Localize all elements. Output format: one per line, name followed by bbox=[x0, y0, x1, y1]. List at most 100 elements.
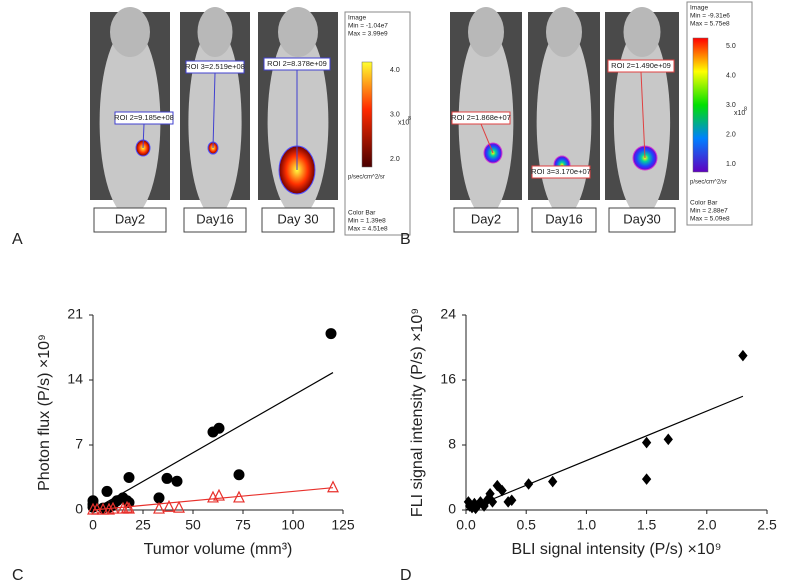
data-point bbox=[548, 475, 558, 488]
x-axis-label: Tumor volume (mm³) bbox=[144, 541, 293, 558]
day-box bbox=[183, 207, 247, 233]
day-label: Day30 bbox=[623, 211, 661, 226]
data-point bbox=[507, 494, 517, 507]
day-label: Day2 bbox=[471, 211, 501, 226]
x-tick-label: 25 bbox=[135, 517, 151, 533]
data-point bbox=[121, 500, 133, 513]
colorbar-header: Min = -1.04e7 bbox=[348, 23, 388, 30]
data-point bbox=[123, 501, 135, 514]
colorbar-gradient bbox=[692, 37, 709, 173]
x-tick-label: 0.0 bbox=[456, 517, 476, 533]
colorbar-header: Max = 5.75e8 bbox=[690, 21, 730, 28]
colorbar-footer: Min = 1.39e8 bbox=[348, 218, 386, 225]
data-point bbox=[91, 502, 103, 515]
data-point bbox=[233, 469, 245, 481]
x-tick-label: 50 bbox=[185, 517, 201, 533]
roi-leader bbox=[640, 71, 646, 159]
y-tick-label: 24 bbox=[440, 306, 456, 322]
colorbar-tick-label: 4.0 bbox=[726, 72, 736, 79]
mouse-head bbox=[546, 7, 582, 57]
trend-line bbox=[92, 487, 334, 511]
roi-label: ROI 2=9.185e+08 bbox=[114, 113, 174, 122]
day-label: Day16 bbox=[196, 211, 234, 226]
data-point bbox=[103, 502, 115, 515]
x-tick-label: 2.5 bbox=[757, 517, 777, 533]
data-point bbox=[87, 495, 99, 507]
colorbar-panel bbox=[344, 11, 411, 236]
roi-leader bbox=[142, 123, 145, 149]
mouse-body bbox=[613, 27, 671, 217]
colorbar-header: Image bbox=[348, 15, 366, 22]
colorbar-exponent: x10 bbox=[734, 110, 745, 117]
colorbar-footer: Color Bar bbox=[690, 200, 718, 207]
colorbar-footer: Color Bar bbox=[348, 210, 376, 217]
y-axis-label: FLI signal intensity (P/s) ×10⁹ bbox=[409, 308, 426, 517]
data-point bbox=[325, 328, 337, 340]
data-point bbox=[487, 496, 498, 508]
data-point bbox=[641, 436, 652, 449]
data-point bbox=[233, 490, 245, 503]
y-tick-label: 8 bbox=[448, 436, 456, 452]
day-box bbox=[608, 207, 676, 233]
trend-line bbox=[465, 395, 744, 511]
data-point bbox=[497, 484, 507, 497]
colorbar-exponent-power: 8 bbox=[744, 106, 747, 112]
colorbar-footer: Max = 4.51e8 bbox=[348, 226, 388, 233]
x-tick-label: 2.0 bbox=[697, 517, 717, 533]
roi-box bbox=[607, 59, 675, 73]
data-point bbox=[97, 502, 109, 515]
data-point bbox=[523, 478, 534, 490]
y-tick-label: 0 bbox=[75, 501, 83, 517]
x-tick-label: 1.0 bbox=[577, 517, 597, 533]
x-axis-label: BLI signal intensity (P/s) ×10⁹ bbox=[511, 541, 721, 558]
colorbar-tick-label: 5.0 bbox=[726, 43, 736, 50]
y-tick-label: 0 bbox=[448, 501, 456, 517]
roi-box bbox=[114, 111, 174, 125]
panel-label: D bbox=[400, 567, 412, 584]
data-point bbox=[173, 500, 185, 513]
data-point bbox=[117, 501, 129, 514]
x-tick-label: 75 bbox=[235, 517, 251, 533]
roi-leader bbox=[480, 123, 494, 154]
roi-box bbox=[531, 165, 591, 179]
colorbar-tick-label: 2.0 bbox=[726, 131, 736, 138]
roi-label: ROI 3=2.519e+08 bbox=[185, 62, 245, 71]
day-label: Day16 bbox=[545, 211, 583, 226]
mouse-head bbox=[278, 7, 318, 57]
data-point bbox=[213, 422, 225, 434]
data-point bbox=[123, 472, 135, 483]
data-point bbox=[327, 480, 339, 493]
data-point bbox=[213, 488, 225, 501]
y-axis-label: Photon flux (P/s) ×10⁹ bbox=[36, 334, 53, 491]
mouse-head bbox=[623, 7, 661, 57]
roi-leader bbox=[212, 72, 216, 149]
colorbar-gradient bbox=[361, 61, 373, 168]
data-point bbox=[663, 433, 673, 446]
day-box bbox=[453, 207, 519, 233]
roi-label: ROI 2=1.490e+09 bbox=[611, 61, 671, 70]
mouse-body bbox=[188, 27, 242, 217]
colorbar-footer: Max = 5.09e8 bbox=[690, 216, 730, 223]
roi-label: ROI 3=3.170e+07 bbox=[531, 167, 591, 176]
colorbar-tick-label: 3.0 bbox=[726, 102, 736, 109]
x-tick-label: 0 bbox=[89, 517, 97, 533]
colorbar-tick-label: 2.0 bbox=[390, 156, 400, 163]
x-tick-label: 1.5 bbox=[637, 517, 657, 533]
day-box bbox=[261, 207, 335, 233]
panel-label: A bbox=[12, 231, 23, 248]
data-point bbox=[107, 501, 119, 514]
data-point bbox=[163, 499, 175, 512]
mouse-head bbox=[468, 7, 504, 57]
data-point bbox=[492, 479, 502, 492]
data-point bbox=[479, 500, 489, 512]
data-point bbox=[738, 349, 748, 362]
data-point bbox=[153, 501, 165, 514]
y-tick-label: 14 bbox=[67, 371, 83, 387]
panel-label: B bbox=[400, 231, 411, 248]
colorbar-unit: p/sec/cm^2/sr bbox=[690, 180, 727, 186]
panel-label: C bbox=[12, 567, 24, 584]
colorbar-unit: p/sec/cm^2/sr bbox=[348, 175, 385, 181]
mouse-head bbox=[197, 7, 233, 57]
x-tick-label: 100 bbox=[281, 517, 305, 533]
